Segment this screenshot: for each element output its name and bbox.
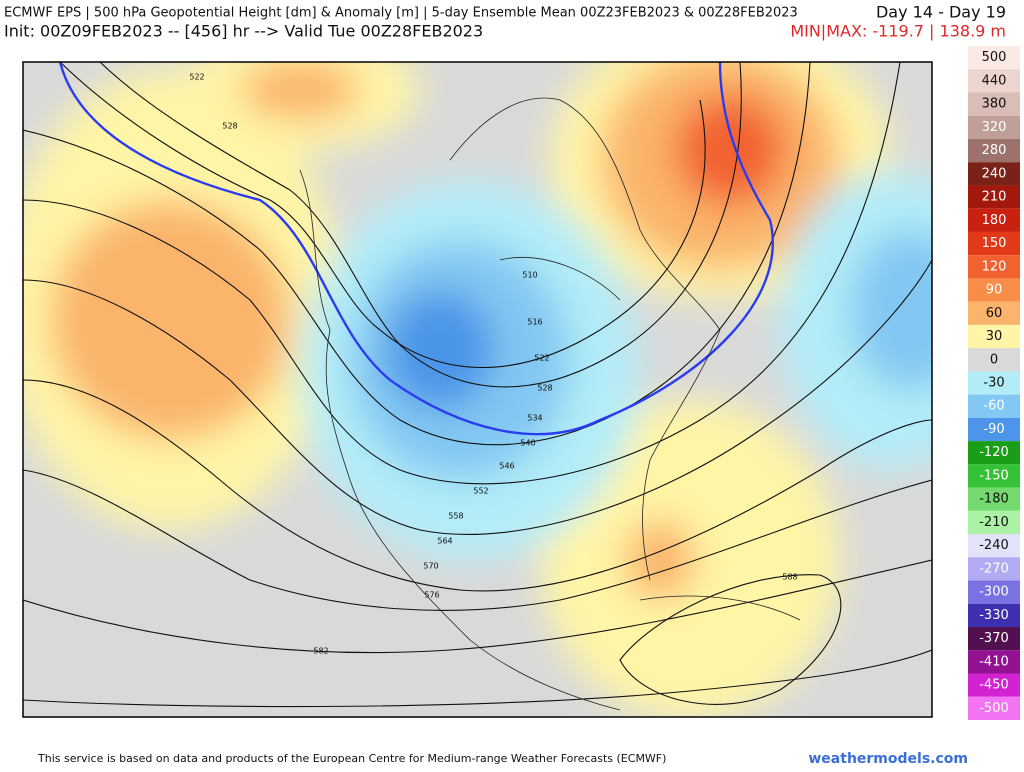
min-max: MIN|MAX: -119.7 | 138.9 m [790,22,1006,41]
colorbar-label: -450 [979,678,1009,693]
site-link[interactable]: weathermodels.com [808,751,968,767]
colorbar: 500 440 380 320 280 240 210 180 150 120 90 60 30 0 -30… [968,46,1020,720]
footer-notice: This service is based on data and produc… [37,752,666,765]
colorbar-label: 280 [982,143,1007,158]
colorbar-swatch [968,464,1020,488]
map-frame [22,61,933,718]
colorbar-label: 320 [982,120,1007,135]
colorbar-label: 380 [982,97,1007,112]
contour-label: 552 [473,487,488,496]
colorbar-label: -240 [979,538,1009,553]
contour-label: 522 [534,354,549,363]
colorbar-swatch [968,301,1020,325]
colorbar-swatch [968,208,1020,232]
height-contours [23,62,932,708]
colorbar-label: 120 [982,259,1007,274]
init-line: Init: 00Z09FEB2023 -- [456] hr --> Valid… [4,22,483,41]
colorbar-swatch [968,185,1020,209]
colorbar-swatch [968,510,1020,535]
map: 522 528 510 516 522 528 534 540 546 552 558 564 570 5… [23,62,932,717]
colorbar-label: 210 [982,190,1007,205]
colorbar-swatch [968,138,1020,163]
contour-label: 528 [537,384,552,393]
contour-label: 588 [782,573,797,582]
colorbar-label: 90 [986,283,1003,298]
colorbar-label: -210 [979,515,1009,530]
colorbar-swatch [968,255,1020,279]
colorbar-swatch [968,627,1020,651]
colorbar-label: -180 [979,492,1009,507]
contour-label: 546 [499,462,514,471]
colorbar-swatch [968,394,1020,418]
day-range: Day 14 - Day 19 [876,3,1006,22]
colorbar-label: -120 [979,445,1009,460]
contour-label: 528 [222,122,237,131]
contour-label: 582 [313,647,328,656]
colorbar-swatch [968,324,1020,349]
colorbar-label: 0 [990,352,998,367]
colorbar-label: -330 [979,608,1009,623]
colorbar-swatch [968,487,1020,511]
contour-label: 540 [520,439,535,448]
contour-label: 558 [448,512,463,521]
colorbar-label: 500 [982,50,1007,65]
colorbar-swatch [968,278,1020,302]
colorbar-label: 240 [982,166,1007,181]
colorbar-label: 180 [982,213,1007,228]
colorbar-swatch [968,441,1020,465]
colorbar-swatch [968,371,1020,395]
anomaly-field [23,62,932,717]
colorbar-swatch [968,534,1020,558]
colorbar-swatch [968,673,1020,697]
colorbar-label: -150 [979,468,1009,483]
colorbar-swatch [968,115,1020,139]
colorbar-label: -370 [979,631,1009,646]
title: ECMWF EPS | 500 hPa Geopotential Height … [4,6,798,21]
colorbar-swatch [968,650,1020,674]
contour-label: 564 [437,537,452,546]
colorbar-swatch [968,92,1020,116]
colorbar-label: -500 [979,701,1009,716]
colorbar-swatch [968,417,1020,442]
colorbar-label: -90 [983,422,1004,437]
colorbar-label: -300 [979,585,1009,600]
colorbar-label: -410 [979,654,1009,669]
colorbar-swatch [968,69,1020,93]
colorbar-label: 440 [982,73,1007,88]
contour-label: 534 [527,414,542,423]
colorbar-swatch [968,162,1020,186]
colorbar-label: 150 [982,236,1007,251]
contour-label: 570 [423,562,438,571]
colorbar-swatch [968,603,1020,628]
colorbar-swatch [968,696,1020,720]
colorbar-swatch [968,557,1020,581]
contour-label: 516 [527,318,542,327]
colorbar-swatch [968,580,1020,604]
colorbar-label: -30 [983,376,1004,391]
colorbar-label: 60 [986,306,1003,321]
colorbar-swatch [968,231,1020,256]
coastlines [299,97,801,711]
contour-label: 510 [522,271,537,280]
contour-labels: 522 528 510 516 522 528 534 540 546 552 558 564 570 5… [189,73,797,656]
contour-label: 576 [424,591,439,600]
contour-label: 522 [189,73,204,82]
colorbar-swatch [968,348,1020,372]
colorbar-label: -60 [983,399,1004,414]
colorbar-label: -270 [979,561,1009,576]
colorbar-swatch [968,46,1020,70]
colorbar-label: 30 [986,329,1003,344]
